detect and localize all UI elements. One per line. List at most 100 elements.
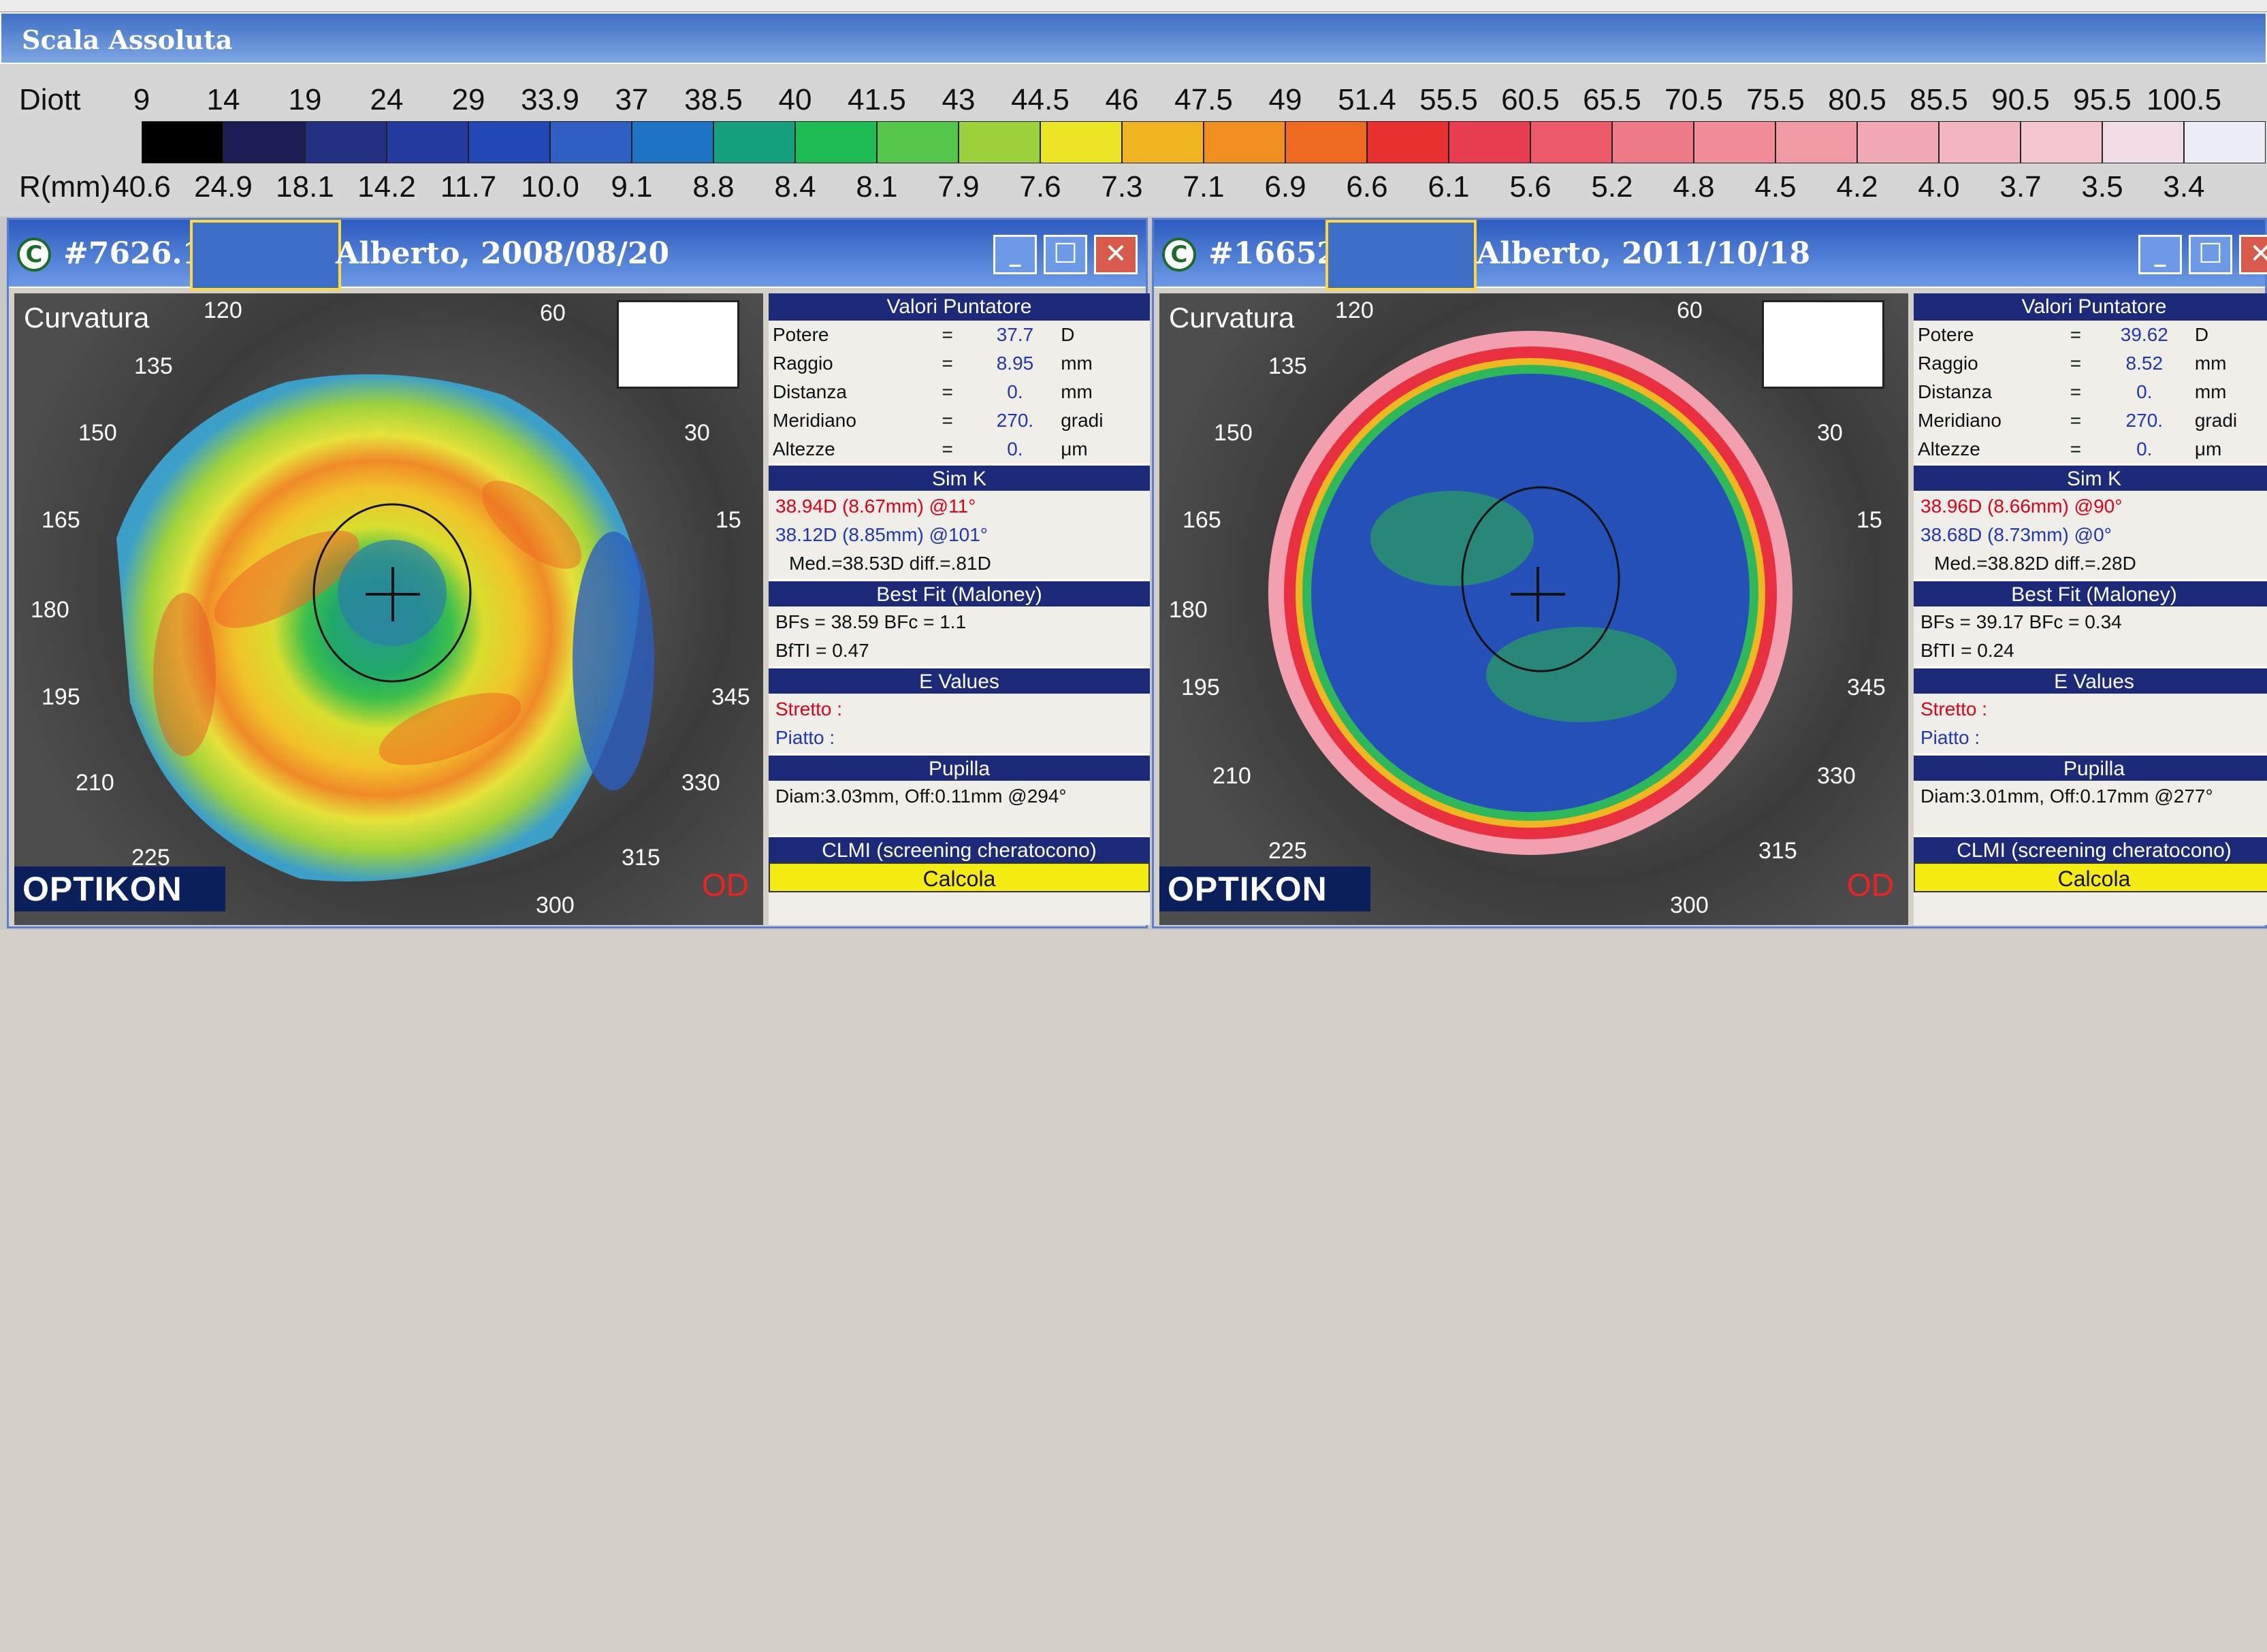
radius-tick: 6.6 — [1346, 170, 1388, 204]
diopter-tick: 51.4 — [1338, 83, 1396, 116]
window-curvatura-left[interactable]: C #7626.1 Alberto, 2008/08/20 _ ☐ ✕ — [7, 218, 1150, 928]
row-unit: mm — [2194, 353, 2227, 374]
angle-label: 135 — [134, 353, 173, 379]
pointer-values-header: Valori Puntatore — [769, 293, 1150, 321]
table-row: Altezze = 0. μm — [769, 435, 1150, 464]
pointer-crosshair[interactable] — [366, 567, 420, 621]
green-patch — [1370, 491, 1534, 586]
row-eq: = — [2070, 410, 2082, 431]
angle-label: 300 — [1670, 892, 1709, 918]
redacted-name-box — [1325, 220, 1477, 291]
maximize-button[interactable]: ☐ — [2189, 235, 2232, 274]
row-eq: = — [942, 381, 953, 402]
radius-tick: 14.2 — [357, 170, 416, 204]
diopter-tick: 33.9 — [521, 83, 579, 116]
minimize-button[interactable]: _ — [2138, 235, 2182, 274]
curvature-map-view[interactable]: Curvatura 120 60 135 150 30 165 15 180 1… — [14, 293, 763, 925]
title-bar[interactable]: C #16652. Alberto, 2011/10/18 _ ☐ ✕ — [1154, 220, 2267, 291]
row-value: 39.62 — [2120, 324, 2168, 345]
row-value: 0. — [2136, 438, 2153, 459]
scale-swatch — [632, 121, 713, 163]
minimize-button[interactable]: _ — [993, 235, 1037, 274]
diopter-tick: 75.5 — [1746, 83, 1805, 116]
scale-swatch — [387, 121, 468, 163]
simk-line-3: Med.=38.53D diff.=.81D — [789, 553, 991, 574]
diopter-tick: 85.5 — [1910, 83, 1968, 116]
row-label: Altezze — [1918, 438, 1980, 459]
scale-swatch — [795, 121, 877, 163]
radius-tick: 6.1 — [1428, 170, 1470, 204]
row-label: Raggio — [1918, 353, 1978, 374]
radius-tick: 7.9 — [937, 170, 980, 204]
angle-label: 225 — [1268, 838, 1307, 864]
info-panel: Valori Puntatore Potere = 37.7 D Raggio = 8.9… — [769, 293, 1150, 925]
top-strip — [0, 0, 2267, 12]
angle-label: 150 — [78, 420, 117, 446]
maximize-button[interactable]: ☐ — [1044, 235, 1087, 274]
bestfit-header: Best Fit (Maloney) — [1914, 579, 2267, 606]
simk-header: Sim K — [769, 464, 1150, 491]
window-curvatura-right[interactable]: C #16652. Alberto, 2011/10/18 _ ☐ ✕ Curv… — [1152, 218, 2267, 928]
table-row: Altezze = 0. μm — [1914, 435, 2267, 464]
close-button[interactable]: ✕ — [2239, 235, 2267, 274]
optikon-logo: OPTIKON — [1159, 867, 1370, 911]
angle-label: 15 — [1856, 507, 1882, 533]
scale-title-bar: Scala Assoluta — [0, 12, 2267, 64]
bestfit-line-1: BFs = 39.17 BFc = 0.34 — [1920, 611, 2122, 632]
scale-swatch — [1449, 121, 1530, 163]
window-title-prefix: #16652. — [1208, 236, 1349, 271]
pointer-values-table: Potere = 39.62 D Raggio = 8.52 mm Distanza = 0. m… — [1914, 321, 2267, 464]
curvature-map-view[interactable]: Curvatura 120 60 135 150 30 165 15 180 1… — [1159, 293, 1908, 925]
radius-tick: 3.5 — [2081, 170, 2123, 204]
angle-label: 210 — [1212, 763, 1251, 789]
angle-label: 165 — [42, 507, 80, 533]
angle-label: 330 — [1817, 763, 1856, 789]
row-value: 0. — [2136, 381, 2153, 402]
calcola-button[interactable]: Calcola — [1914, 862, 2267, 892]
angle-label: 60 — [1677, 297, 1703, 323]
clmi-header: CLMI (screening cheratocono) — [769, 835, 1150, 862]
pupilla-header: Pupilla — [1914, 754, 2267, 781]
angle-label: 315 — [622, 845, 660, 871]
scale-swatch — [713, 121, 795, 163]
diopter-tick: 9 — [133, 83, 150, 116]
bestfit-header: Best Fit (Maloney) — [769, 579, 1150, 606]
scale-swatch — [1285, 121, 1367, 163]
radius-tick: 4.0 — [1918, 170, 1960, 204]
evalues-header: E Values — [1914, 666, 2267, 694]
row-label: Meridiano — [773, 410, 856, 431]
hot-spot — [379, 692, 521, 766]
row-value: 0. — [1007, 381, 1023, 402]
angle-label: 300 — [536, 892, 575, 918]
radius-tick: 3.4 — [2163, 170, 2205, 204]
row-unit: mm — [2194, 381, 2227, 402]
diopter-tick: 47.5 — [1174, 83, 1233, 116]
angle-label: 135 — [1268, 353, 1307, 379]
diopter-tick: 100.5 — [2146, 83, 2222, 116]
row-eq: = — [2070, 324, 2082, 345]
info-panel: Valori Puntatore Potere = 39.62 D Raggio = 8.… — [1914, 293, 2267, 925]
title-bar[interactable]: C #7626.1 Alberto, 2008/08/20 _ ☐ ✕ — [9, 220, 1146, 291]
scale-swatch — [1694, 121, 1775, 163]
scale-swatch — [142, 121, 223, 163]
diopter-tick: 49 — [1268, 83, 1302, 116]
row-eq: = — [942, 410, 953, 431]
angle-label: 180 — [31, 597, 69, 623]
table-row: Raggio = 8.95 mm — [769, 349, 1150, 378]
pointer-crosshair[interactable] — [1511, 567, 1565, 621]
scale-swatch — [2102, 121, 2184, 163]
app-icon: C — [17, 238, 51, 272]
blank-box — [1762, 300, 1884, 389]
app-icon: C — [1162, 238, 1196, 272]
redacted-name-box — [190, 220, 341, 291]
diopter-tick: 37 — [615, 83, 649, 116]
row-value: 37.7 — [996, 324, 1034, 345]
radius-label: R(mm) — [19, 170, 111, 204]
radius-tick: 4.2 — [1836, 170, 1878, 204]
diopter-label: Diott — [19, 83, 81, 116]
row-unit: mm — [1061, 381, 1093, 402]
calcola-button[interactable]: Calcola — [769, 862, 1150, 892]
row-eq: = — [2070, 438, 2082, 459]
close-button[interactable]: ✕ — [1094, 235, 1138, 274]
evalues-piatto: Piatto : — [1920, 727, 1980, 748]
